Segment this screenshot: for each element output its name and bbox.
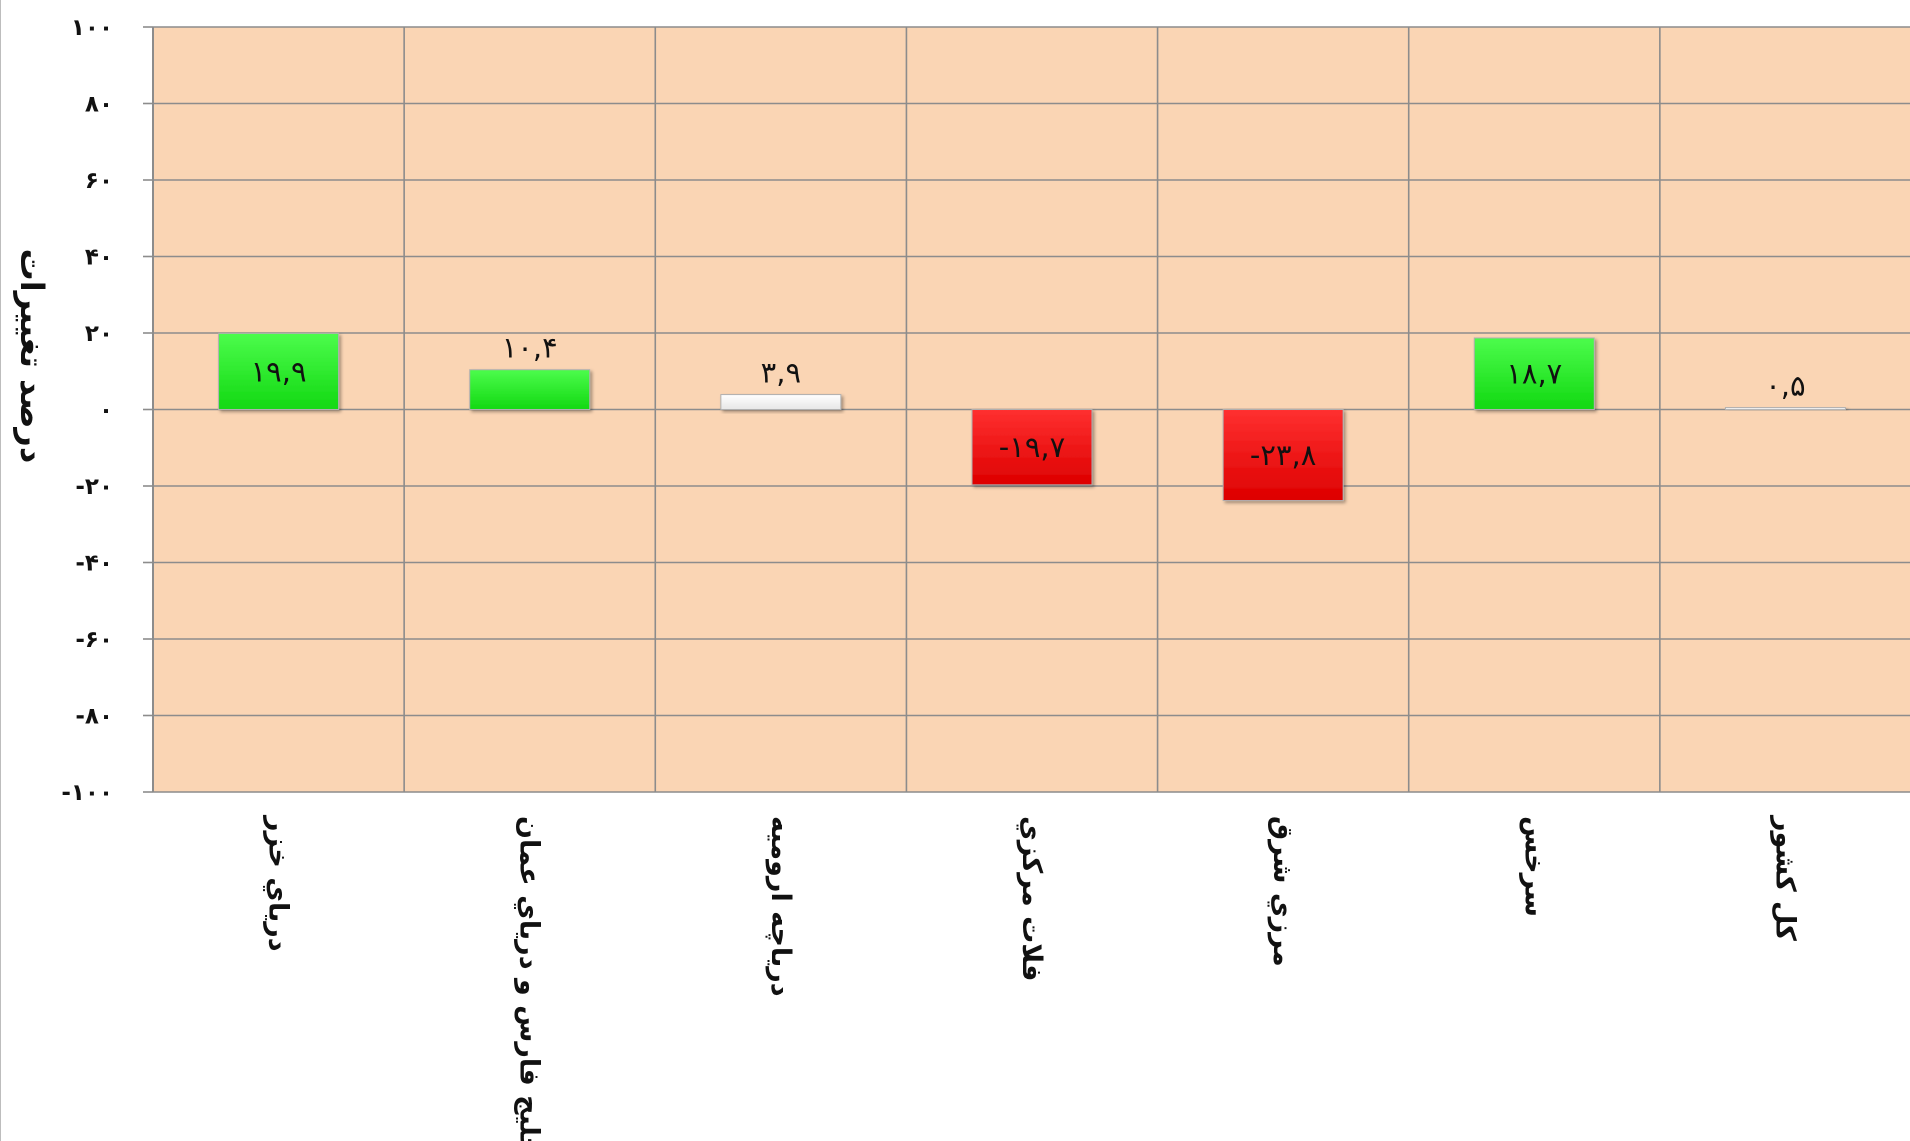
- category-label-5: مرزي شرق: [1267, 816, 1298, 967]
- category-label-3: درياچه اروميه: [765, 816, 796, 997]
- y-tick-label: -۴۰: [75, 551, 113, 577]
- data-label-1: ۱۹,۹: [251, 354, 307, 388]
- bar-5: [1222, 409, 1344, 502]
- category-label-7: كل كشور: [1769, 814, 1800, 941]
- y-axis: ۱۰۰ ۸۰ ۶۰ ۴۰ ۲۰ ۰ -۲۰ -۴۰ -۶۰ -۸۰ -۱۰۰: [61, 15, 154, 806]
- data-label-3: ۳,۹: [761, 356, 801, 390]
- x-axis-category-labels: درياي خزر خليج فارس و درياي عمان درياچه ار…: [263, 814, 1801, 1141]
- bar-7: [1724, 407, 1846, 411]
- gridlines: [152, 26, 1910, 793]
- y-tick-label: ۰: [99, 398, 113, 424]
- y-axis-title: درصد تغييرات: [13, 249, 51, 464]
- data-label-5: -۲۳,۸: [1250, 438, 1316, 472]
- category-label-2: خليج فارس و درياي عمان: [514, 816, 545, 1141]
- bar-1: [218, 332, 340, 411]
- y-tick-label: -۶۰: [75, 627, 113, 653]
- category-label-6: سرخس: [1518, 816, 1549, 917]
- data-label-7: ۰,۵: [1765, 369, 1805, 403]
- y-tick-label: -۱۰۰: [61, 780, 113, 806]
- y-tick-label: ۸۰: [85, 92, 113, 118]
- y-tick-label: ۶۰: [85, 168, 113, 194]
- data-label-6: ۱۸,۷: [1506, 357, 1562, 391]
- category-label-1: درياي خزر: [263, 814, 294, 952]
- bar-6: [1473, 337, 1595, 410]
- data-label-2: ۱۰,۴: [502, 331, 558, 365]
- bar-2: [469, 369, 591, 410]
- data-labels: ۱۹,۹ ۱۰,۴ ۳,۹ -۱۹,۷ -۲۳,۸ ۱۸,۷ ۰,۵: [251, 331, 1806, 472]
- y-tick-label: ۱۰۰: [71, 15, 113, 41]
- y-tick-label: ۲۰: [85, 321, 113, 347]
- bar-3: [720, 394, 842, 410]
- bars: [218, 332, 1846, 502]
- y-tick-label: ۴۰: [85, 245, 113, 271]
- y-tick-label: -۸۰: [75, 704, 113, 730]
- bar-4: [971, 409, 1093, 486]
- category-label-4: فلات مركزي: [1016, 816, 1047, 981]
- y-tick-label: -۲۰: [75, 474, 113, 500]
- data-label-4: -۱۹,۷: [999, 430, 1065, 464]
